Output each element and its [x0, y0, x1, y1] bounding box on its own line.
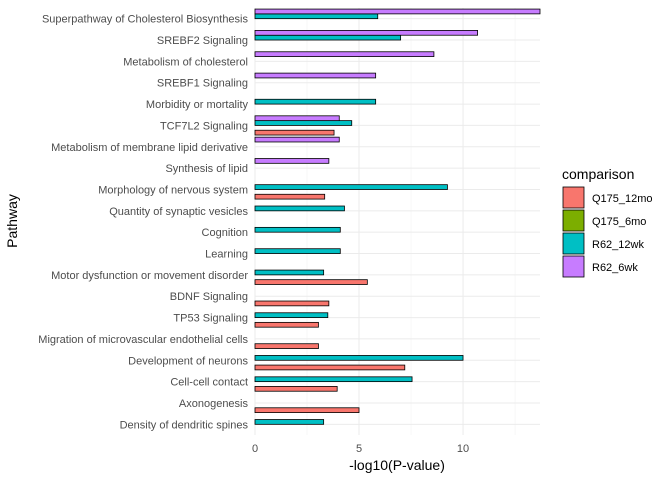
bar [254, 407, 360, 413]
bar [254, 51, 435, 57]
bar [254, 13, 379, 20]
bar [254, 129, 335, 136]
y-tick-label: Migration of microvascular endothelial c… [38, 334, 248, 346]
legend-key [562, 232, 585, 255]
bar [254, 136, 340, 143]
bar [254, 419, 325, 425]
y-tick-label: Superpathway of Cholesterol Biosynthesis [42, 14, 249, 26]
bar [254, 279, 368, 285]
y-tick-label: TP53 Signaling [173, 313, 248, 325]
bar [254, 158, 330, 164]
legend-key [562, 186, 585, 209]
y-tick-label: Development of neurons [128, 355, 248, 367]
bar [254, 300, 330, 307]
bar [254, 120, 353, 126]
plot-panel [254, 8, 540, 435]
y-tick-label: Axonogenesis [179, 398, 249, 410]
legend-label: R62_6wk [592, 262, 638, 274]
y-tick-label: Density of dendritic spines [120, 419, 249, 431]
y-axis-tick-labels: Superpathway of Cholesterol Biosynthesis… [38, 14, 248, 432]
y-tick-label: Quantity of synaptic vesicles [109, 206, 248, 218]
bar [254, 205, 345, 212]
y-tick-label: Morphology of nervous system [98, 184, 248, 196]
y-tick-label: Cognition [202, 227, 248, 239]
x-axis-title: -log10(P-value) [349, 457, 445, 473]
x-tick-label: 0 [252, 443, 258, 455]
bar [254, 269, 325, 276]
y-tick-label: Synthesis of lipid [165, 163, 248, 175]
bar [254, 376, 413, 383]
legend-title: comparison [562, 166, 634, 182]
legend-key [562, 209, 585, 232]
y-tick-label: BDNF Signaling [170, 291, 248, 303]
y-tick-label: Learning [205, 249, 248, 261]
bar [254, 226, 341, 233]
y-axis-title: Pathway [4, 194, 20, 248]
bar [254, 193, 326, 200]
bar [254, 30, 478, 36]
bar-marks [254, 8, 541, 425]
legend-key [562, 255, 585, 278]
legend: comparison Q175_12mo Q175_6mo R62_12wk R62_… [562, 166, 653, 278]
y-tick-label: SREBF1 Signaling [157, 78, 248, 90]
bar [254, 115, 340, 122]
bar [254, 98, 377, 105]
bar [254, 386, 338, 392]
x-tick-label: 10 [457, 443, 469, 455]
y-tick-label: Cell-cell contact [170, 377, 248, 389]
bar [254, 184, 448, 190]
x-axis-tick-labels: 0 5 10 [252, 443, 469, 455]
y-tick-label: Morbidity or mortality [146, 99, 249, 111]
bar [254, 312, 329, 318]
bar [254, 355, 464, 361]
bar [254, 343, 319, 349]
x-tick-label: 5 [356, 443, 362, 455]
bar [254, 364, 406, 371]
y-tick-label: Metabolism of cholesterol [123, 56, 248, 68]
bar [254, 72, 377, 79]
bar [254, 34, 402, 41]
bar [254, 321, 319, 328]
bar [254, 248, 341, 254]
y-tick-label: Motor dysfunction or movement disorder [51, 270, 248, 282]
legend-label: Q175_6mo [592, 216, 646, 228]
legend-label: Q175_12mo [592, 193, 653, 205]
bar [254, 8, 541, 15]
y-tick-label: TCF7L2 Signaling [160, 120, 248, 132]
y-tick-label: Metabolism of membrane lipid derivative [51, 142, 248, 154]
y-tick-label: SREBF2 Signaling [157, 35, 248, 47]
legend-label: R62_12wk [592, 239, 644, 251]
